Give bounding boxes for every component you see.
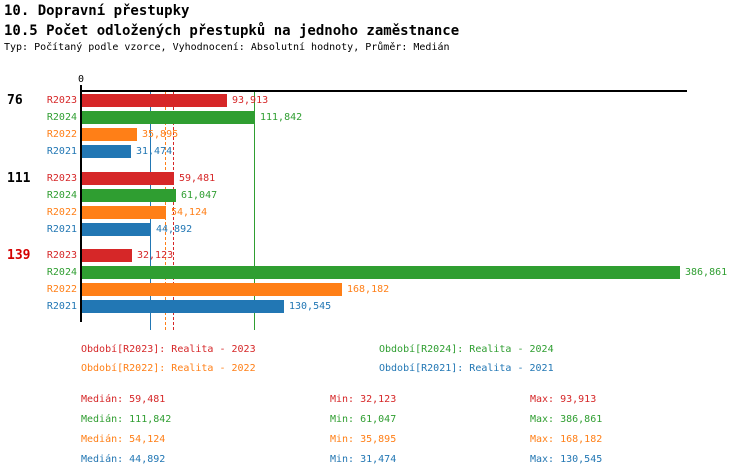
stat-max-R2022: Max: 168,182 bbox=[530, 434, 603, 445]
bar-value-label-139-R2024: 386,861 bbox=[685, 267, 728, 278]
report-subtitle: Typ: Počítaný podle vzorce, Vyhodnocení:… bbox=[4, 42, 450, 53]
bar-111-R2021 bbox=[82, 223, 151, 236]
stat-min-R2021: Min: 31,474 bbox=[330, 454, 397, 465]
x-axis-zero-label: 0 bbox=[77, 74, 85, 85]
row-label-76-R2023: R2023 bbox=[46, 95, 77, 106]
row-label-111-R2022: R2022 bbox=[46, 207, 77, 218]
row-label-139-R2023: R2023 bbox=[46, 250, 77, 261]
bar-value-label-76-R2022: 35,895 bbox=[142, 129, 179, 140]
legend-item-R2022: Období[R2022]: Realita - 2022 bbox=[81, 363, 256, 374]
x-axis-line bbox=[80, 90, 687, 92]
legend-item-R2023: Období[R2023]: Realita - 2023 bbox=[81, 344, 256, 355]
bar-139-R2024 bbox=[82, 266, 680, 279]
report-title: 10. Dopravní přestupky bbox=[4, 3, 190, 19]
median-line-R2024 bbox=[254, 92, 255, 330]
bar-76-R2022 bbox=[82, 128, 137, 141]
stat-max-R2021: Max: 130,545 bbox=[530, 454, 603, 465]
bar-76-R2024 bbox=[82, 111, 255, 124]
bar-139-R2022 bbox=[82, 283, 342, 296]
row-label-139-R2021: R2021 bbox=[46, 301, 77, 312]
bar-111-R2023 bbox=[82, 172, 174, 185]
row-label-76-R2021: R2021 bbox=[46, 146, 77, 157]
bar-value-label-139-R2023: 32,123 bbox=[137, 250, 174, 261]
median-line-R2023 bbox=[173, 92, 174, 330]
bar-value-label-76-R2024: 111,842 bbox=[260, 112, 303, 123]
bar-value-label-76-R2021: 31,474 bbox=[136, 146, 173, 157]
row-label-76-R2024: R2024 bbox=[46, 112, 77, 123]
bar-76-R2023 bbox=[82, 94, 227, 107]
bar-value-label-139-R2021: 130,545 bbox=[289, 301, 332, 312]
bar-111-R2022 bbox=[82, 206, 166, 219]
row-label-139-R2024: R2024 bbox=[46, 267, 77, 278]
row-label-111-R2024: R2024 bbox=[46, 190, 77, 201]
bar-value-label-111-R2022: 54,124 bbox=[171, 207, 208, 218]
bar-139-R2023 bbox=[82, 249, 132, 262]
row-label-139-R2022: R2022 bbox=[46, 284, 77, 295]
bar-139-R2021 bbox=[82, 300, 284, 313]
bar-value-label-111-R2024: 61,047 bbox=[181, 190, 218, 201]
stat-median-R2024: Medián: 111,842 bbox=[81, 414, 172, 425]
stat-max-R2023: Max: 93,913 bbox=[530, 394, 597, 405]
indicator-title: 10.5 Počet odložených přestupků na jedno… bbox=[4, 23, 460, 39]
y-axis-line bbox=[80, 85, 82, 322]
row-label-111-R2023: R2023 bbox=[46, 173, 77, 184]
bar-value-label-139-R2022: 168,182 bbox=[347, 284, 390, 295]
stat-min-R2024: Min: 61,047 bbox=[330, 414, 397, 425]
stat-max-R2024: Max: 386,861 bbox=[530, 414, 603, 425]
stat-min-R2023: Min: 32,123 bbox=[330, 394, 397, 405]
stat-median-R2023: Medián: 59,481 bbox=[81, 394, 166, 405]
group-label-76: 76 bbox=[7, 93, 23, 108]
bar-111-R2024 bbox=[82, 189, 176, 202]
stat-min-R2022: Min: 35,895 bbox=[330, 434, 397, 445]
legend-item-R2024: Období[R2024]: Realita - 2024 bbox=[379, 344, 554, 355]
bar-value-label-111-R2021: 44,892 bbox=[156, 224, 193, 235]
stat-median-R2022: Medián: 54,124 bbox=[81, 434, 166, 445]
row-label-76-R2022: R2022 bbox=[46, 129, 77, 140]
bar-76-R2021 bbox=[82, 145, 131, 158]
legend-item-R2021: Období[R2021]: Realita - 2021 bbox=[379, 363, 554, 374]
bar-value-label-111-R2023: 59,481 bbox=[179, 173, 216, 184]
bar-value-label-76-R2023: 93,913 bbox=[232, 95, 269, 106]
group-label-139: 139 bbox=[7, 248, 31, 263]
group-label-111: 111 bbox=[7, 171, 31, 186]
row-label-111-R2021: R2021 bbox=[46, 224, 77, 235]
stat-median-R2021: Medián: 44,892 bbox=[81, 454, 166, 465]
